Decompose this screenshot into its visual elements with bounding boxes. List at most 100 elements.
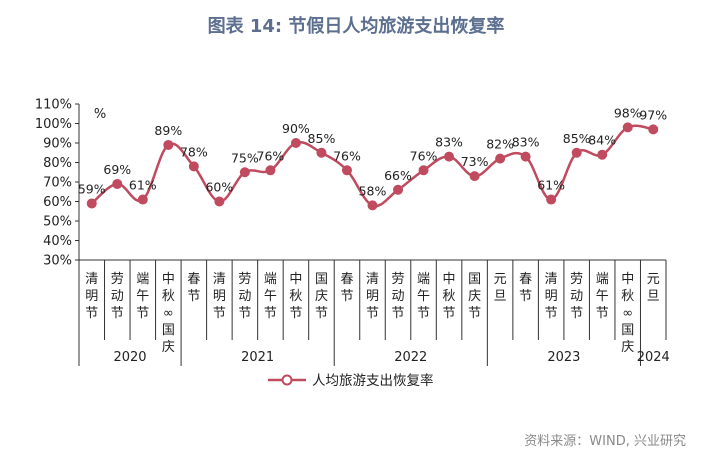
x-category-label: 劳	[570, 271, 583, 287]
data-point	[597, 149, 608, 160]
x-year-label: 2024	[637, 350, 670, 365]
x-category-label: 春	[340, 272, 353, 287]
data-point	[495, 153, 506, 164]
x-category-label: 节	[315, 306, 328, 321]
data-label: 73%	[461, 154, 489, 169]
x-category-label: 端	[136, 272, 149, 287]
x-category-label: 节	[264, 306, 277, 321]
x-category-label: 春	[519, 272, 532, 287]
data-label: 60%	[205, 180, 233, 195]
x-category-label: 节	[570, 306, 583, 321]
x-category-label: 动	[570, 289, 583, 304]
x-category-label: 午	[596, 289, 609, 304]
x-category-label: 节	[187, 289, 200, 304]
x-category-label: 清	[213, 272, 226, 287]
data-point	[316, 147, 327, 158]
x-category-label: 节	[519, 289, 532, 304]
legend-label: 人均旅游支出恢复率	[312, 372, 434, 389]
x-category-label: 节	[443, 306, 456, 321]
x-category-label: 节	[392, 306, 405, 321]
data-label: 61%	[129, 178, 157, 193]
data-point	[393, 184, 404, 195]
x-category-label: 劳	[392, 271, 405, 287]
data-point	[112, 178, 123, 189]
data-point	[265, 165, 276, 176]
data-point	[520, 151, 531, 162]
x-category-label: 国	[468, 272, 481, 287]
x-category-label: 端	[264, 272, 277, 287]
data-point	[367, 200, 378, 211]
x-category-label: 元	[494, 272, 507, 287]
data-label: 78%	[180, 144, 208, 159]
data-point	[444, 151, 455, 162]
data-labels: 59%69%61%89%78%60%75%76%90%85%76%58%66%7…	[78, 105, 667, 198]
data-point	[418, 165, 429, 176]
data-point	[239, 167, 250, 178]
x-category-label: 清	[366, 272, 379, 287]
x-category-label: 端	[417, 272, 430, 287]
x-category-label: 动	[238, 289, 251, 304]
data-label: 83%	[435, 135, 463, 150]
data-point	[341, 165, 352, 176]
y-tick-label: 50%	[43, 215, 72, 230]
x-category-label: 节	[111, 306, 124, 321]
data-point	[622, 122, 633, 133]
x-category-label: 庆	[162, 340, 175, 355]
y-tick-label: 110%	[35, 98, 72, 113]
data-point	[469, 171, 480, 182]
x-category-label: 午	[417, 289, 430, 304]
x-category-label: 节	[85, 306, 98, 321]
x-category-label: 午	[136, 289, 149, 304]
x-axis: 清明节劳动节端午节中秋∞国庆春节清明节劳动节端午节中秋节国庆节春节清明节劳动节端…	[78, 259, 670, 366]
x-category-label: ∞	[622, 306, 633, 321]
x-category-label: 明	[366, 289, 379, 304]
x-category-label: 旦	[494, 289, 507, 304]
x-category-label: 动	[111, 289, 124, 304]
data-point	[188, 161, 199, 172]
x-category-label: 中	[289, 272, 302, 287]
data-point	[163, 139, 174, 150]
data-label: 66%	[384, 168, 412, 183]
data-label: 97%	[639, 107, 667, 122]
x-category-label: 端	[596, 272, 609, 287]
data-label: 83%	[512, 135, 540, 150]
y-tick-label: 70%	[43, 176, 72, 191]
x-category-label: 国	[162, 323, 175, 338]
data-point	[214, 196, 225, 207]
chart-title: 图表 14: 节假日人均旅游支出恢复率	[207, 16, 505, 37]
y-tick-label: 90%	[43, 137, 72, 152]
x-category-label: 节	[289, 306, 302, 321]
x-category-label: 庆	[315, 289, 328, 304]
x-category-label: 中	[162, 272, 175, 287]
x-year-label: 2023	[547, 350, 580, 365]
x-category-label: 春	[187, 272, 200, 287]
x-category-label: 动	[392, 289, 405, 304]
y-tick-label: 80%	[43, 156, 72, 171]
x-category-label: 明	[545, 289, 558, 304]
x-category-label: 庆	[621, 340, 634, 355]
x-category-label: 节	[213, 306, 226, 321]
data-label: 69%	[103, 162, 131, 177]
x-category-label: 清	[545, 272, 558, 287]
x-category-label: 元	[647, 272, 660, 287]
x-category-label: ∞	[163, 306, 174, 321]
data-label: 85%	[563, 131, 591, 146]
x-category-label: 国	[621, 323, 634, 338]
data-label: 76%	[257, 148, 285, 163]
x-category-label: 劳	[111, 271, 124, 287]
source-note: 资料来源：WIND, 兴业研究	[524, 434, 686, 449]
data-label: 84%	[588, 133, 616, 148]
data-label: 75%	[231, 150, 259, 165]
y-tick-label: 60%	[43, 195, 72, 210]
data-point	[137, 194, 148, 205]
data-label: 76%	[410, 148, 438, 163]
x-year-label: 2022	[394, 350, 427, 365]
data-point	[290, 138, 301, 148]
x-category-label: 旦	[647, 289, 660, 304]
x-category-label: 节	[238, 306, 251, 321]
x-category-label: 节	[596, 306, 609, 321]
legend-marker	[281, 374, 293, 386]
x-category-label: 节	[136, 306, 149, 321]
data-label: 82%	[486, 137, 514, 152]
data-label: 61%	[537, 178, 565, 193]
